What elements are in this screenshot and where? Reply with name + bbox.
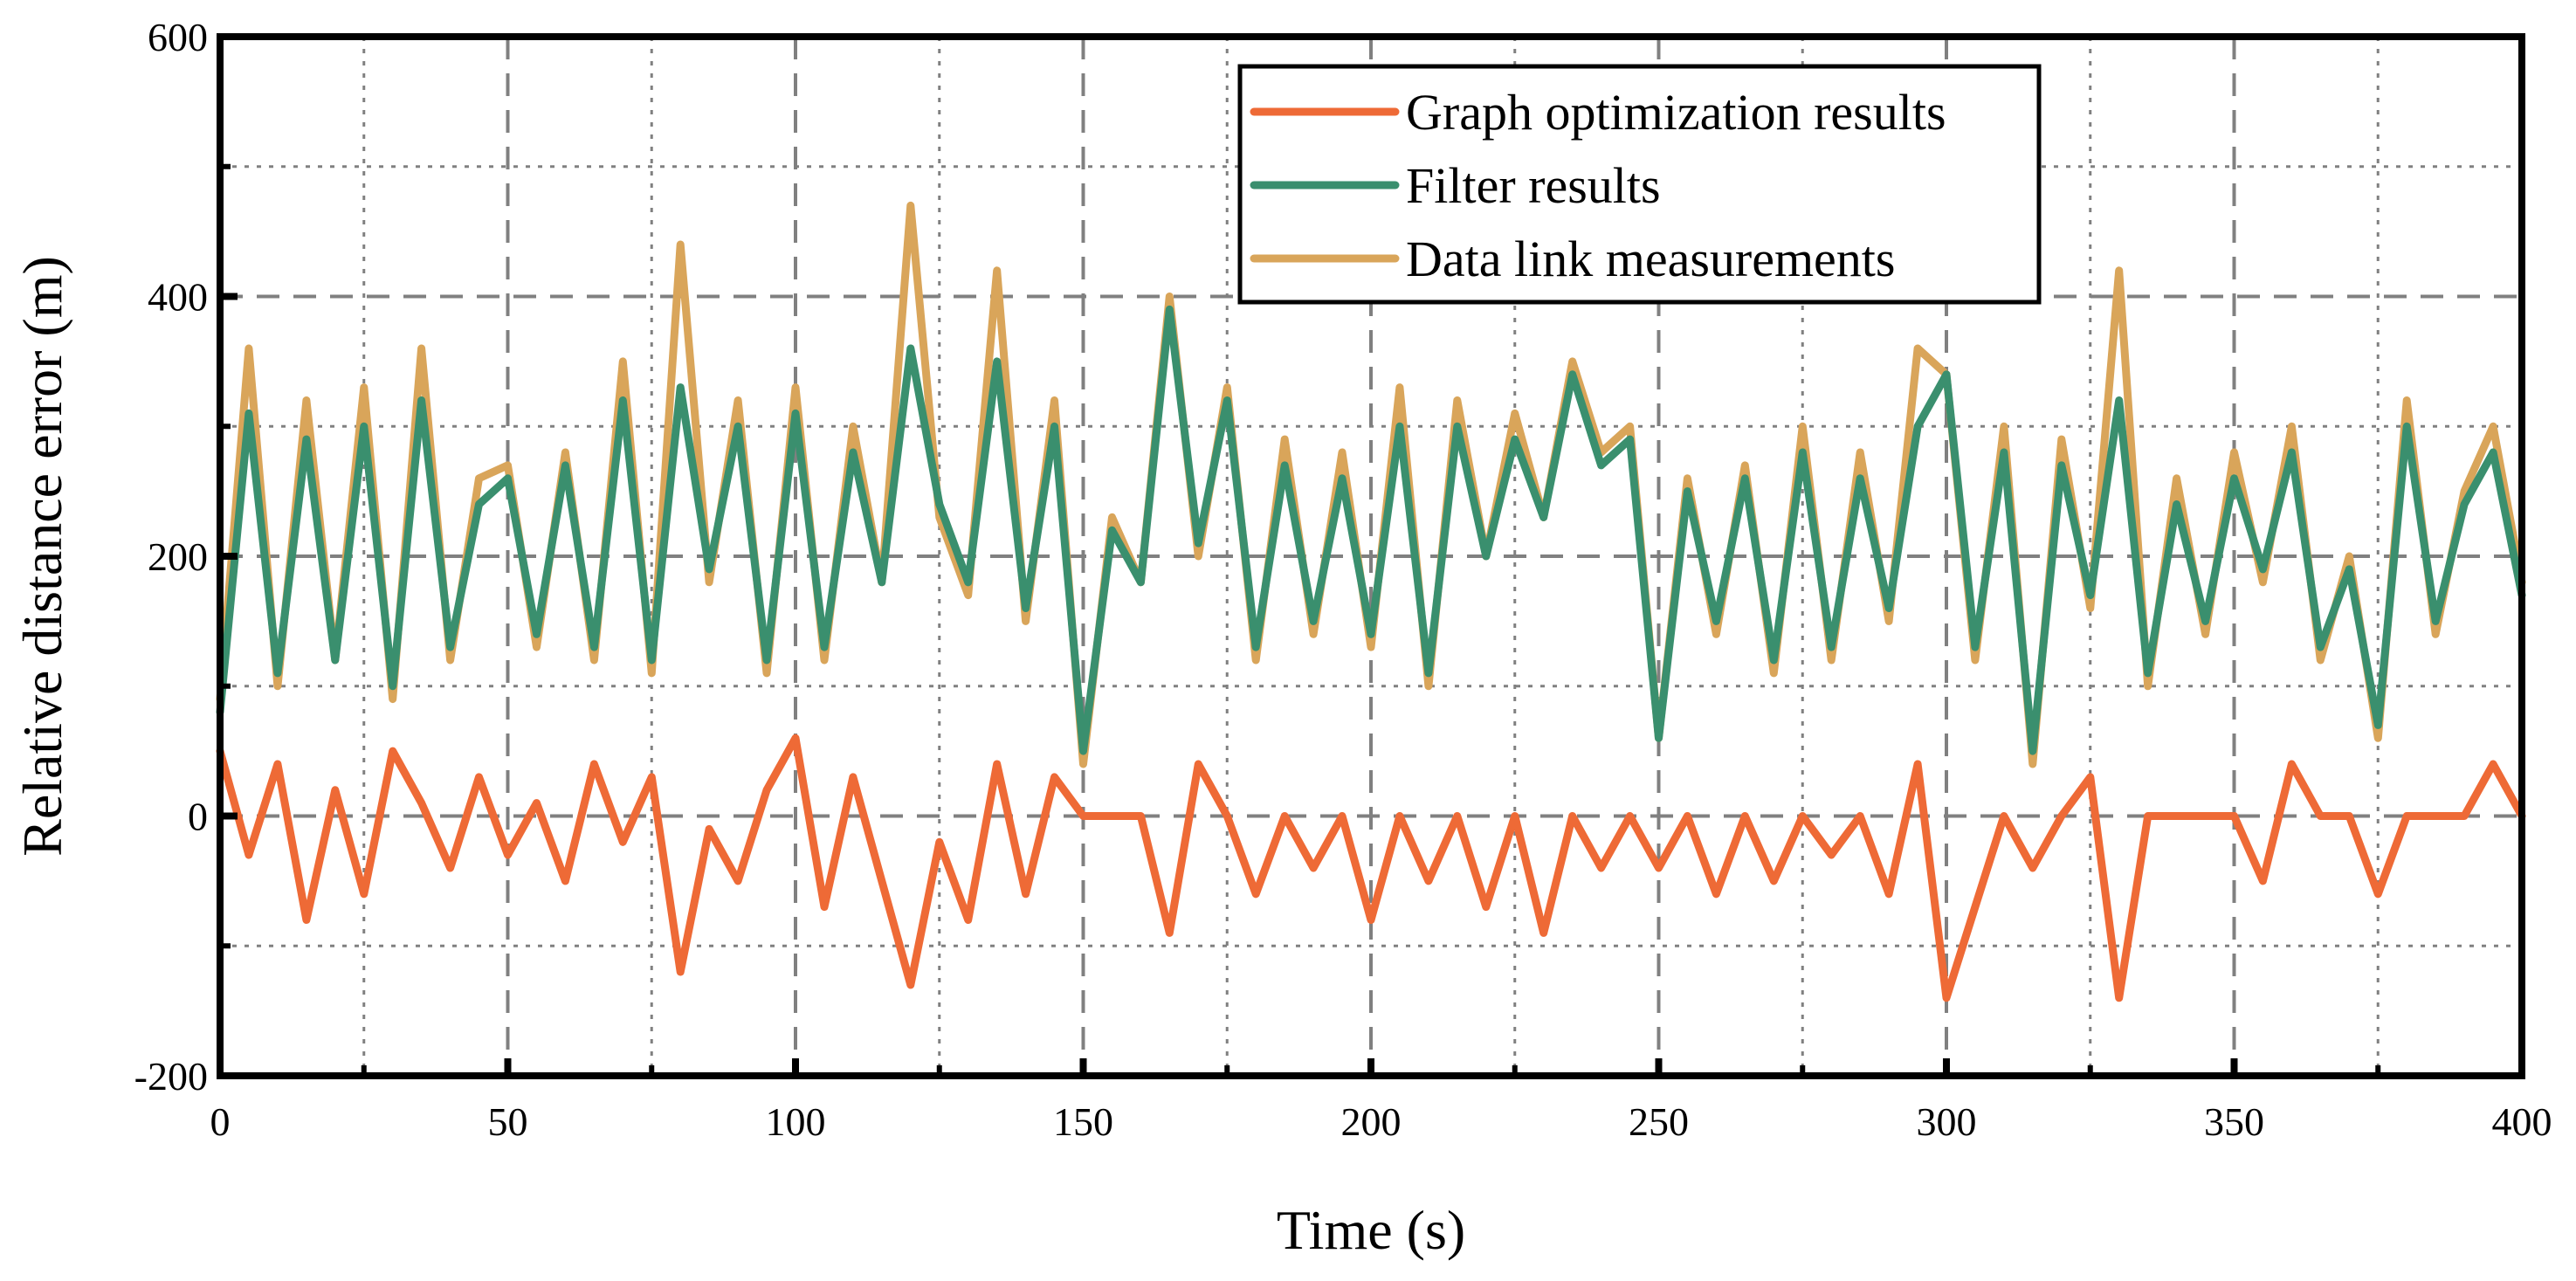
- y-axis-title: Relative distance error (m): [11, 256, 73, 857]
- y-tick-label: 600: [148, 15, 208, 59]
- x-tick-label: 350: [2204, 1099, 2264, 1144]
- legend: Graph optimization results Filter result…: [1237, 64, 2042, 305]
- x-tick-label: 0: [210, 1099, 231, 1144]
- x-tick-label: 150: [1053, 1099, 1113, 1144]
- y-tick-label: -200: [134, 1054, 208, 1098]
- y-tick-label: 400: [148, 275, 208, 320]
- y-tick-label: 200: [148, 534, 208, 579]
- x-tick-label: 400: [2492, 1099, 2552, 1144]
- x-tick-label: 250: [1629, 1099, 1689, 1144]
- x-tick-label: 100: [766, 1099, 826, 1144]
- x-tick-label: 200: [1341, 1099, 1402, 1144]
- legend-label-filter: Filter results: [1406, 157, 1661, 214]
- axis-ticks: [217, 33, 2525, 1079]
- y-tick-label: 0: [188, 795, 208, 839]
- x-tick-label: 300: [1917, 1099, 1977, 1144]
- legend-label-graph-optimization: Graph optimization results: [1406, 84, 1946, 141]
- x-axis-title: Time (s): [1277, 1199, 1465, 1261]
- legend-label-data-link: Data link measurements: [1406, 231, 1896, 287]
- series-line-graph-optimization-results: [216, 733, 2526, 1002]
- series-line-filter-results: [216, 305, 2526, 755]
- series-group: [216, 201, 2526, 1002]
- x-tick-label: 50: [488, 1099, 528, 1144]
